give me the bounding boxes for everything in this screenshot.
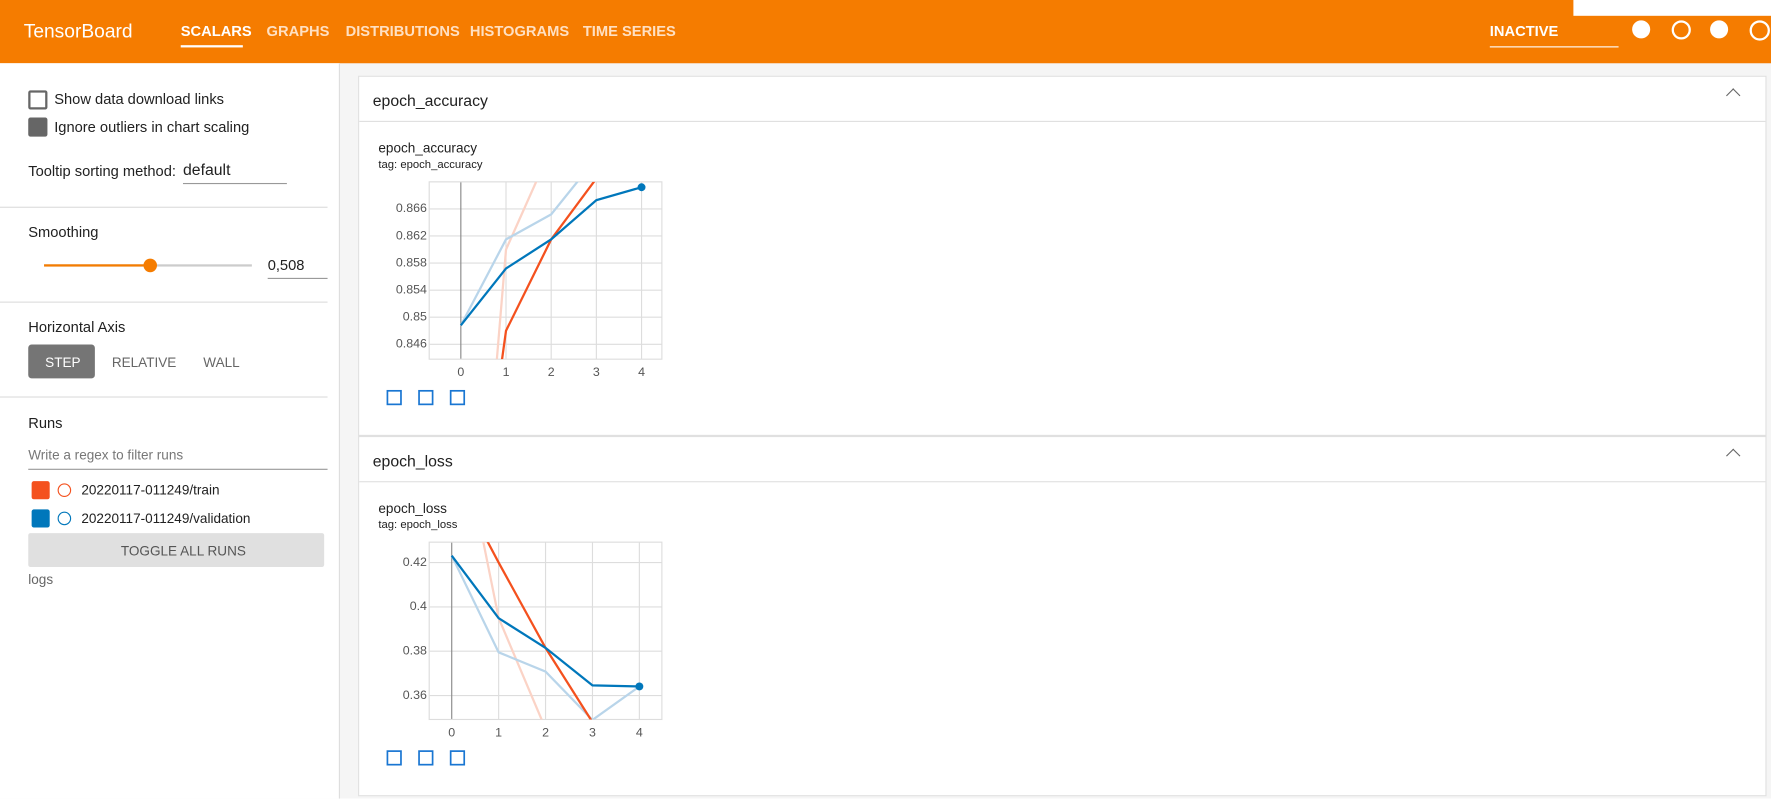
- run-color[interactable]: [57, 511, 72, 526]
- chart-title: epoch_accuracy: [378, 141, 477, 156]
- app-title: TensorBoard: [23, 20, 133, 42]
- x-tick-label: 4: [636, 725, 643, 739]
- smoothing-label: Smoothing: [28, 223, 99, 241]
- help-icon[interactable]: [1749, 20, 1770, 41]
- chart-subtitle: tag: epoch_loss: [378, 519, 457, 531]
- run-checkbox[interactable]: [31, 481, 50, 500]
- y-tick-label: 0.854: [396, 282, 427, 296]
- x-tick-label: 4: [638, 365, 645, 379]
- toggle-button[interactable]: [28, 533, 325, 568]
- axis-option[interactable]: WALL: [203, 354, 240, 371]
- tooltip-label: Tooltip sorting method:: [28, 162, 176, 180]
- x-tick-label: 0: [457, 365, 464, 379]
- run-checkbox[interactable]: [31, 509, 50, 528]
- series-line: [450, 555, 640, 688]
- x-tick-label: 1: [503, 365, 510, 379]
- card-header: epoch_loss: [372, 451, 453, 470]
- series-line: [459, 181, 579, 326]
- y-tick-label: 0.858: [396, 255, 427, 269]
- plot-area: [450, 542, 641, 720]
- x-tick-label: 0: [448, 725, 455, 739]
- status-select[interactable]: INACTIVE: [1489, 23, 1619, 48]
- run-color[interactable]: [57, 483, 72, 497]
- runs-label: Runs: [28, 414, 63, 432]
- separator: [0, 301, 328, 303]
- x-tick-label: 2: [542, 725, 549, 739]
- header: TensorBoard SCALARS GRAPHS DISTRIBUTIONS HI…: [0, 0, 1771, 64]
- y-tick-label: 0.85: [403, 309, 427, 323]
- plot-area: [459, 181, 642, 360]
- run-name: 20220117-011249/validation: [81, 510, 251, 527]
- x-tick-label: 3: [593, 365, 600, 379]
- logs-label: logs: [28, 571, 54, 588]
- axis-option[interactable]: RELATIVE: [111, 354, 177, 371]
- chart-title: epoch_loss: [378, 501, 447, 516]
- checkbox[interactable]: [28, 90, 48, 110]
- tooltip-select[interactable]: default: [182, 160, 287, 185]
- axis-option[interactable]: STEP: [45, 354, 81, 371]
- theme-icon[interactable]: [1632, 20, 1651, 39]
- tab[interactable]: HISTOGRAMS: [469, 22, 570, 40]
- y-tick-label: 0.38: [403, 644, 427, 658]
- tab[interactable]: DISTRIBUTIONS: [345, 22, 460, 40]
- fit-icon: [449, 750, 466, 766]
- card-header: epoch_accuracy: [372, 91, 488, 110]
- expand-icon: [386, 750, 402, 766]
- fit-icon: [449, 389, 466, 406]
- plot-frame: [428, 541, 663, 721]
- toolbar: [1573, 0, 1771, 16]
- y-tick-label: 0.866: [396, 201, 427, 215]
- smoothing-input[interactable]: 0,508: [267, 256, 328, 279]
- chart-subtitle: tag: epoch_accuracy: [378, 159, 482, 171]
- option-label: Ignore outliers in chart scaling: [54, 118, 250, 136]
- series-line: [450, 555, 641, 720]
- last-point: [635, 682, 644, 691]
- run-filter[interactable]: Write a regex to filter runs: [28, 447, 328, 470]
- data-icon: [418, 750, 434, 766]
- option-label: Show data download links: [54, 90, 225, 108]
- y-tick-label: 0.42: [403, 555, 427, 569]
- checkbox[interactable]: [28, 117, 48, 137]
- expand-icon: [386, 389, 402, 406]
- axis-label: Horizontal Axis: [28, 318, 126, 336]
- y-tick-label: 0.36: [403, 688, 427, 702]
- header-divider: [359, 481, 1766, 483]
- settings-icon[interactable]: [1710, 20, 1729, 39]
- run-name: 20220117-011249/train: [81, 482, 220, 499]
- slider-thumb[interactable]: [143, 258, 158, 273]
- y-tick-label: 0.4: [410, 599, 427, 613]
- plot-frame: [428, 181, 663, 360]
- tab-indicator: [180, 45, 243, 48]
- reload-icon[interactable]: [1671, 20, 1691, 40]
- tab[interactable]: GRAPHS: [266, 22, 330, 40]
- x-tick-label: 3: [589, 725, 596, 739]
- card: epoch_accuracy: [358, 75, 1767, 436]
- axis-selected: [28, 344, 95, 379]
- data-icon: [418, 389, 434, 406]
- series-line: [459, 186, 642, 327]
- tab[interactable]: SCALARS: [180, 22, 252, 40]
- separator: [0, 396, 328, 398]
- y-tick-label: 0.846: [396, 337, 427, 351]
- toggle-label: TOGGLE ALL RUNS: [120, 543, 246, 560]
- y-tick-label: 0.862: [396, 228, 427, 242]
- x-tick-label: 1: [495, 725, 502, 739]
- separator: [0, 206, 328, 208]
- slider-fill: [44, 264, 151, 267]
- tab[interactable]: TIME SERIES: [582, 22, 676, 40]
- last-point: [637, 183, 646, 192]
- x-tick-label: 2: [548, 365, 555, 379]
- sidebar: Show data download links Ignore outliers…: [0, 63, 340, 799]
- header-divider: [359, 120, 1766, 122]
